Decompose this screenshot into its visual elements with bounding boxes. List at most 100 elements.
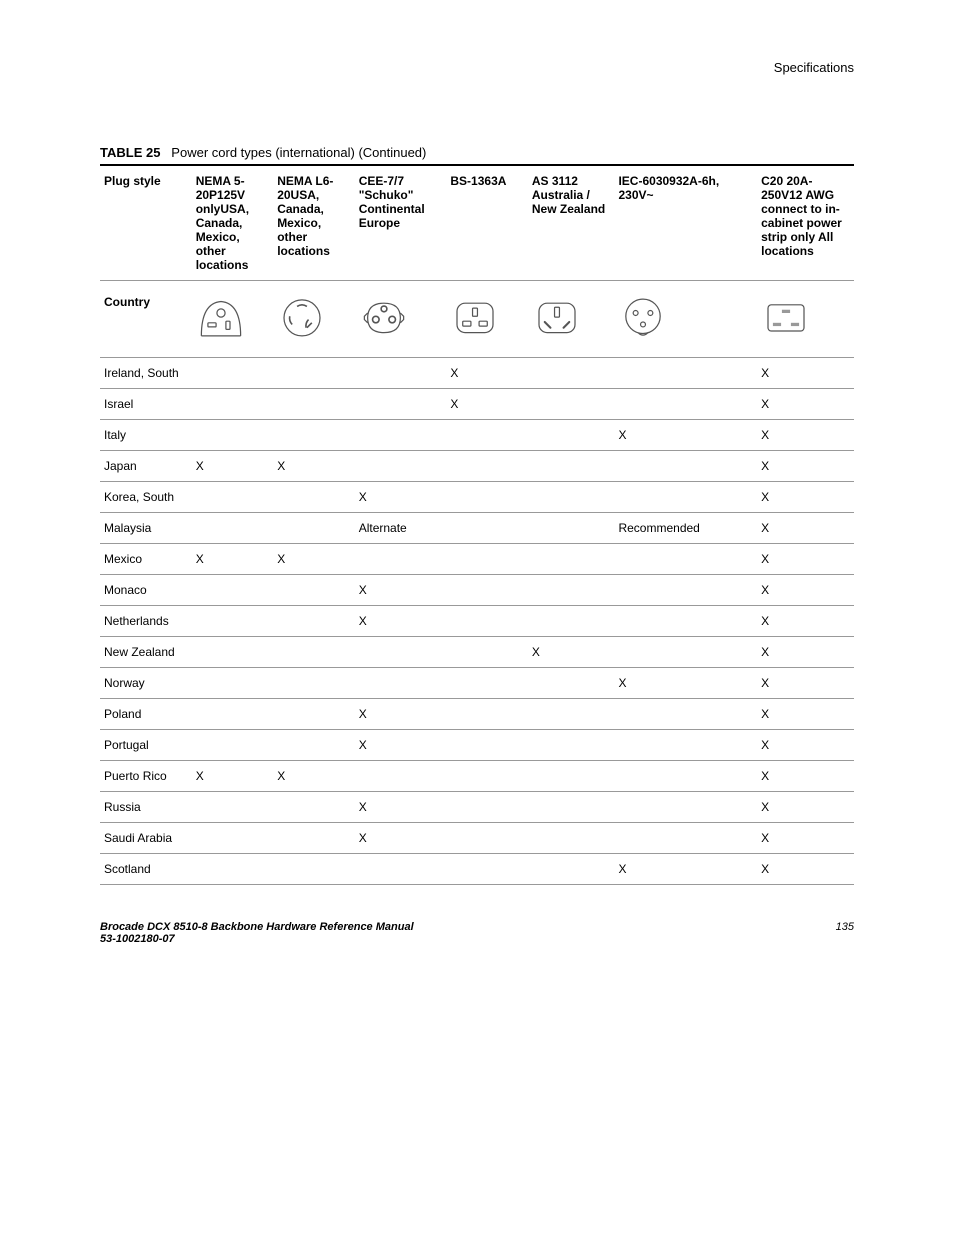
cell-as [528, 606, 615, 637]
cell-as [528, 699, 615, 730]
cell-iec: X [614, 420, 757, 451]
cell-bs [446, 668, 528, 699]
cell-c20: X [757, 513, 854, 544]
col-nema2: NEMA L6-20USA, Canada, Mexico, other loc… [273, 165, 355, 281]
cell-c20: X [757, 637, 854, 668]
cell-country: Saudi Arabia [100, 823, 192, 854]
cell-bs [446, 730, 528, 761]
col-cee: CEE-7/7 "Schuko" Continental Europe [355, 165, 447, 281]
cell-as [528, 451, 615, 482]
cell-as [528, 513, 615, 544]
cell-iec [614, 637, 757, 668]
cell-nema1 [192, 513, 274, 544]
plug-icon-cee [355, 281, 447, 358]
cell-iec [614, 575, 757, 606]
cell-iec [614, 358, 757, 389]
c20-icon [761, 295, 811, 340]
cell-country: Netherlands [100, 606, 192, 637]
plug-icon-iec [614, 281, 757, 358]
cell-as [528, 730, 615, 761]
plug-icon-nema1 [192, 281, 274, 358]
cell-iec: X [614, 854, 757, 885]
cell-nema2 [273, 513, 355, 544]
cell-country: Portugal [100, 730, 192, 761]
cell-country: Scotland [100, 854, 192, 885]
cell-nema2 [273, 730, 355, 761]
cell-bs [446, 544, 528, 575]
cell-c20: X [757, 482, 854, 513]
table-row: MexicoXXX [100, 544, 854, 575]
cell-nema1 [192, 823, 274, 854]
bs1363a-icon [450, 295, 500, 340]
cell-bs [446, 575, 528, 606]
cell-nema2 [273, 482, 355, 513]
cell-country: New Zealand [100, 637, 192, 668]
cell-country: Norway [100, 668, 192, 699]
table-caption-desc: Power cord types (international) (Contin… [171, 145, 426, 160]
cell-as [528, 792, 615, 823]
cell-iec [614, 823, 757, 854]
cell-as [528, 482, 615, 513]
cell-nema2 [273, 792, 355, 823]
cell-country: Malaysia [100, 513, 192, 544]
page-footer: Brocade DCX 8510-8 Backbone Hardware Ref… [100, 921, 854, 945]
table-row: JapanXXX [100, 451, 854, 482]
cell-c20: X [757, 544, 854, 575]
cell-bs [446, 854, 528, 885]
table-row: MalaysiaAlternateRecommendedX [100, 513, 854, 544]
cell-cee [355, 358, 447, 389]
table-country-row: Country [100, 281, 854, 358]
cell-nema2 [273, 575, 355, 606]
cell-bs [446, 637, 528, 668]
plug-icon-as [528, 281, 615, 358]
cell-cee [355, 451, 447, 482]
cell-nema2 [273, 606, 355, 637]
cell-iec: X [614, 668, 757, 699]
cell-cee [355, 420, 447, 451]
footer-page-number: 135 [836, 921, 854, 933]
cell-iec [614, 606, 757, 637]
cell-c20: X [757, 699, 854, 730]
table-row: IsraelXX [100, 389, 854, 420]
cell-nema2 [273, 699, 355, 730]
cell-nema1: X [192, 544, 274, 575]
table-body: Ireland, SouthXXIsraelXXItalyXXJapanXXXK… [100, 358, 854, 885]
cell-c20: X [757, 420, 854, 451]
cell-cee: X [355, 575, 447, 606]
cell-nema1 [192, 637, 274, 668]
cell-iec [614, 699, 757, 730]
iec60309-icon [618, 295, 668, 340]
cell-iec [614, 792, 757, 823]
cell-bs [446, 606, 528, 637]
cell-c20: X [757, 389, 854, 420]
cell-nema1 [192, 668, 274, 699]
table-number: TABLE 25 [100, 145, 160, 160]
cell-bs: X [446, 389, 528, 420]
cell-cee: X [355, 792, 447, 823]
cell-country: Mexico [100, 544, 192, 575]
cell-nema2 [273, 637, 355, 668]
cell-bs: X [446, 358, 528, 389]
table-row: Italy XX [100, 420, 854, 451]
cell-nema2 [273, 823, 355, 854]
cell-c20: X [757, 730, 854, 761]
cell-cee [355, 761, 447, 792]
cell-country: Russia [100, 792, 192, 823]
cell-nema1 [192, 730, 274, 761]
cell-country: Italy [100, 420, 192, 451]
schuko-icon [359, 295, 409, 340]
cell-as [528, 575, 615, 606]
cell-as [528, 420, 615, 451]
table-row: Saudi ArabiaXX [100, 823, 854, 854]
table-row: RussiaXX [100, 792, 854, 823]
cell-iec: Recommended [614, 513, 757, 544]
cell-nema1 [192, 792, 274, 823]
cell-c20: X [757, 761, 854, 792]
cell-nema1 [192, 606, 274, 637]
cell-as: X [528, 637, 615, 668]
footer-left: Brocade DCX 8510-8 Backbone Hardware Ref… [100, 921, 414, 945]
cell-nema2: X [273, 451, 355, 482]
page-header-title: Specifications [100, 60, 854, 75]
cell-nema1 [192, 699, 274, 730]
cell-iec [614, 482, 757, 513]
